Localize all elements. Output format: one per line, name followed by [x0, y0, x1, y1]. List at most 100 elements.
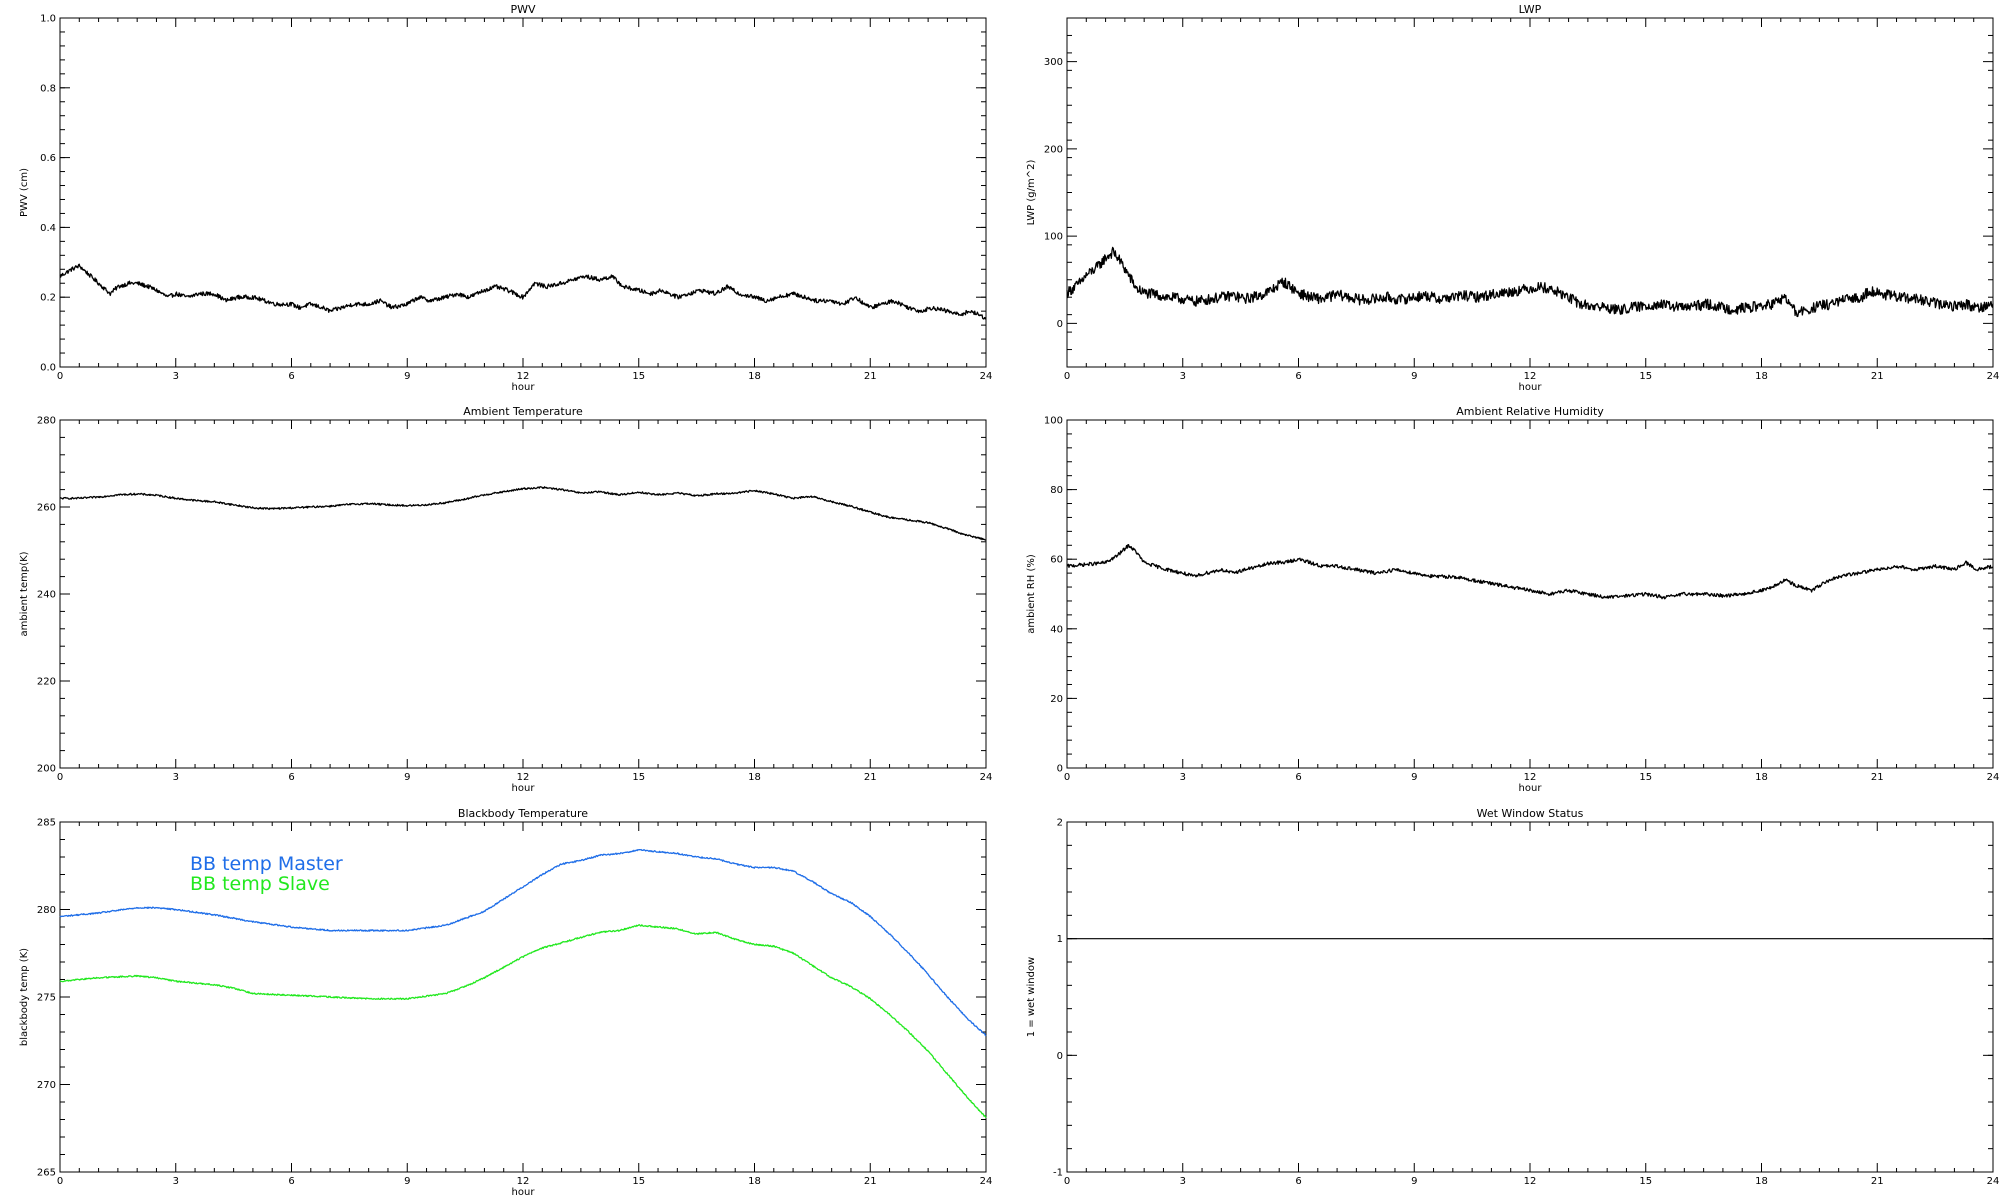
- chart-panel-5: Blackbody Temperature 0 3 6 9 12 15 18 21 24 265 27…: [19, 807, 992, 1198]
- x-tick-label: 21: [1871, 371, 1884, 382]
- x-tick-label: 6: [1295, 772, 1301, 783]
- x-tick-label: 6: [1295, 371, 1301, 382]
- y-axis-label: ambient temp(K): [19, 551, 30, 636]
- y-tick-label: 0.2: [40, 293, 56, 304]
- y-tick-label: 40: [1050, 624, 1063, 635]
- y-tick-label: 280: [37, 416, 56, 427]
- y-tick-label: 20: [1050, 694, 1063, 705]
- x-tick-label: 18: [1755, 1176, 1768, 1187]
- y-tick-label: 0: [1057, 1051, 1063, 1062]
- x-tick-label: 3: [1180, 371, 1186, 382]
- series-line-2: [59, 924, 987, 1119]
- x-tick-label: 18: [1755, 772, 1768, 783]
- x-tick-label: 6: [288, 371, 294, 382]
- y-tick-label: 0.6: [40, 153, 56, 164]
- y-tick-label: 60: [1050, 555, 1063, 566]
- chart-panel-1: PWV 0 3 6 9 12 15 18 21 24 0.0 0.2 0.4 0.6 0.8 1.0 hour P…: [19, 3, 992, 393]
- x-tick-label: 3: [173, 772, 179, 783]
- x-tick-label: 12: [517, 371, 530, 382]
- x-axis-label: hour: [1519, 783, 1543, 794]
- y-axis-label: ambient RH (%): [1026, 554, 1037, 634]
- x-tick-label: 6: [288, 1176, 294, 1187]
- series-line-1: [1066, 246, 1994, 318]
- x-tick-label: 18: [748, 1176, 761, 1187]
- x-tick-label: 12: [1524, 1176, 1537, 1187]
- x-axis-label: hour: [512, 783, 536, 794]
- y-tick-label: 1.0: [40, 14, 56, 25]
- x-tick-label: 0: [57, 371, 63, 382]
- x-axis-label: hour: [512, 1187, 536, 1198]
- x-tick-label: 21: [1871, 1176, 1884, 1187]
- y-axis-label: 1 = wet window: [1026, 957, 1037, 1037]
- chart-title: LWP: [1519, 3, 1542, 16]
- y-tick-label: 0.0: [40, 363, 56, 374]
- x-tick-label: 12: [517, 1176, 530, 1187]
- x-tick-label: 15: [632, 371, 645, 382]
- chart-title: PWV: [510, 3, 536, 16]
- y-tick-label: -1: [1053, 1168, 1063, 1179]
- x-tick-label: 24: [1987, 1176, 2000, 1187]
- y-tick-label: 0.8: [40, 83, 56, 94]
- x-tick-label: 18: [748, 772, 761, 783]
- x-tick-label: 3: [1180, 1176, 1186, 1187]
- y-tick-label: 100: [1044, 416, 1063, 427]
- x-tick-label: 0: [1064, 772, 1070, 783]
- series-line-1: [1066, 544, 1994, 600]
- plot-frame: [59, 17, 987, 368]
- x-tick-label: 15: [1639, 1176, 1652, 1187]
- y-axis-label: PWV (cm): [19, 168, 30, 217]
- x-tick-label: 9: [404, 1176, 410, 1187]
- x-tick-label: 18: [748, 371, 761, 382]
- x-tick-label: 21: [864, 1176, 877, 1187]
- y-tick-label: 275: [37, 993, 56, 1004]
- x-tick-label: 0: [1064, 1176, 1070, 1187]
- y-tick-label: 200: [37, 764, 56, 775]
- x-tick-label: 6: [1295, 1176, 1301, 1187]
- x-tick-label: 24: [980, 772, 993, 783]
- x-tick-label: 24: [980, 1176, 993, 1187]
- chart-title: Wet Window Status: [1477, 807, 1584, 820]
- legend-entry: BB temp Master: [190, 853, 343, 875]
- x-tick-label: 9: [1411, 1176, 1417, 1187]
- x-tick-label: 18: [1755, 371, 1768, 382]
- x-tick-label: 12: [1524, 772, 1537, 783]
- x-tick-label: 3: [173, 371, 179, 382]
- series-line-1: [59, 848, 987, 1037]
- x-tick-label: 24: [1987, 772, 2000, 783]
- x-axis-label: hour: [1519, 382, 1543, 393]
- x-tick-label: 21: [864, 371, 877, 382]
- x-tick-label: 3: [173, 1176, 179, 1187]
- y-tick-label: 0: [1057, 319, 1063, 330]
- plot-frame: [59, 419, 987, 769]
- chart-panel-3: Ambient Temperature 0 3 6 9 12 15 18 21 24 200 220 2…: [19, 405, 992, 794]
- y-tick-label: 270: [37, 1080, 56, 1091]
- x-tick-label: 0: [57, 1176, 63, 1187]
- x-tick-label: 12: [1524, 371, 1537, 382]
- chart-panel-2: LWP 0 3 6 9 12 15 18 21 24 0 100 200 300 hour LWP (g/m^…: [1026, 3, 1999, 393]
- y-tick-label: 240: [37, 590, 56, 601]
- x-tick-label: 15: [1639, 371, 1652, 382]
- y-tick-label: 265: [37, 1168, 56, 1179]
- plot-frame: [1066, 17, 1994, 368]
- y-tick-label: 280: [37, 905, 56, 916]
- y-tick-label: 300: [1044, 57, 1063, 68]
- x-tick-label: 0: [57, 772, 63, 783]
- x-tick-label: 21: [1871, 772, 1884, 783]
- series-line-1: [59, 486, 987, 541]
- x-tick-label: 0: [1064, 371, 1070, 382]
- y-tick-label: 200: [1044, 144, 1063, 155]
- y-tick-label: 260: [37, 503, 56, 514]
- chart-title: Ambient Relative Humidity: [1456, 405, 1604, 418]
- chart-panel-4: Ambient Relative Humidity 0 3 6 9 12 15 18 21 24 0…: [1026, 405, 1999, 794]
- x-tick-label: 24: [1987, 371, 2000, 382]
- x-tick-label: 9: [1411, 772, 1417, 783]
- y-tick-label: 285: [37, 818, 56, 829]
- x-tick-label: 15: [632, 1176, 645, 1187]
- x-tick-label: 9: [1411, 371, 1417, 382]
- y-tick-label: 0.4: [40, 223, 56, 234]
- x-tick-label: 24: [980, 371, 993, 382]
- y-tick-label: 80: [1050, 485, 1063, 496]
